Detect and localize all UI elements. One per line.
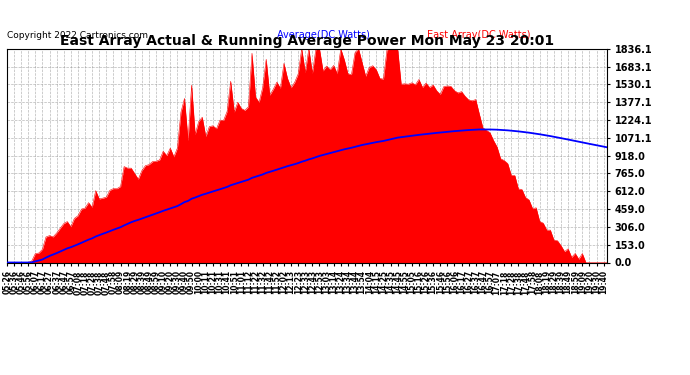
Text: East Array(DC Watts): East Array(DC Watts): [427, 30, 531, 40]
Text: Copyright 2022 Cartronics.com: Copyright 2022 Cartronics.com: [7, 31, 148, 40]
Title: East Array Actual & Running Average Power Mon May 23 20:01: East Array Actual & Running Average Powe…: [60, 34, 554, 48]
Text: Average(DC Watts): Average(DC Watts): [277, 30, 370, 40]
